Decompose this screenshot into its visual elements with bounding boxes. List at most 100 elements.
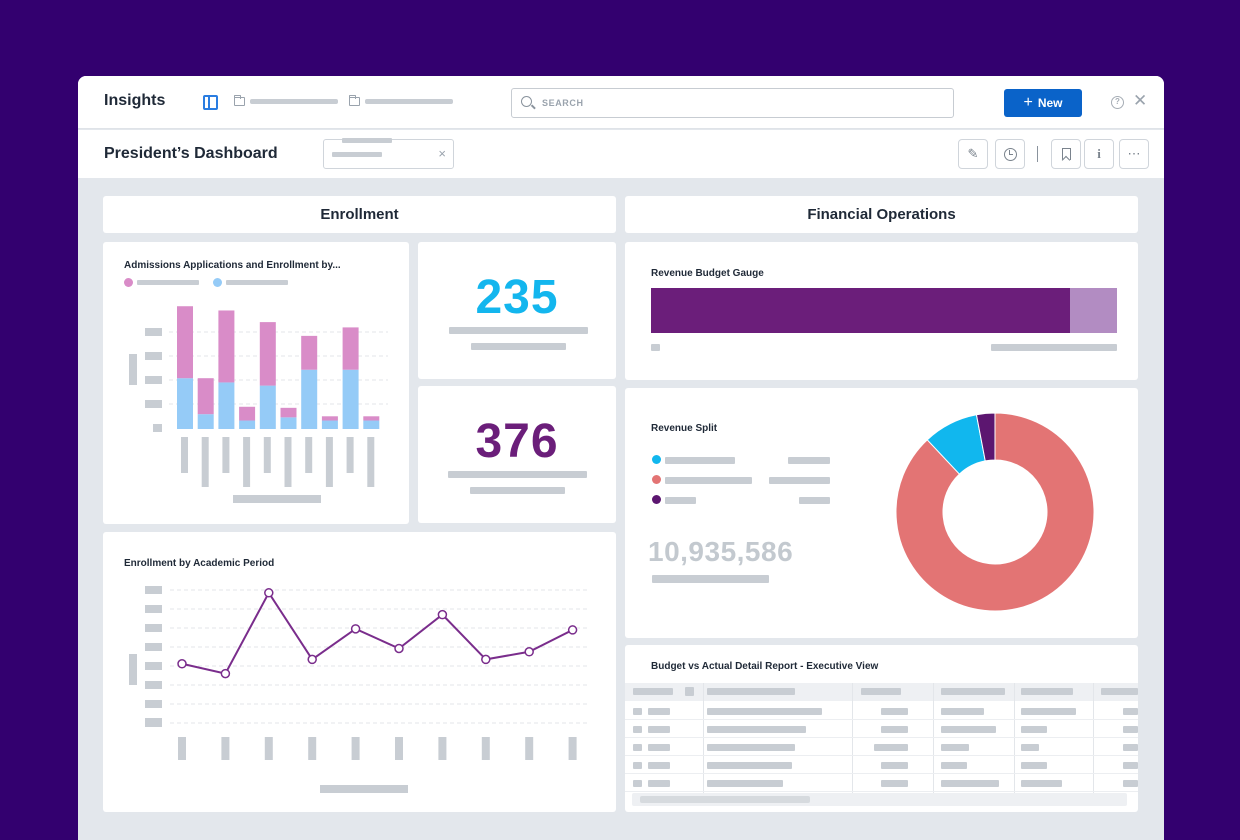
kpi-label-placeholder xyxy=(449,327,588,334)
financial-section-header: Financial Operations xyxy=(625,196,1138,233)
table-row[interactable] xyxy=(625,756,1138,774)
revenue-total-label-placeholder xyxy=(652,575,769,583)
column-header-placeholder[interactable] xyxy=(1101,688,1138,695)
bar-applications xyxy=(321,416,338,421)
info-button[interactable]: i xyxy=(1084,139,1114,169)
x-tick-placeholder xyxy=(367,437,375,487)
data-point xyxy=(394,643,404,654)
academic-period-card: Enrollment by Academic Period xyxy=(103,532,616,812)
bar-applications xyxy=(301,335,318,370)
dashboard-header: President’s Dashboard × ✎ i ⋯ xyxy=(78,130,1164,178)
x-axis-title-placeholder xyxy=(233,495,321,503)
bar-applications xyxy=(177,306,193,379)
bar-applications xyxy=(239,406,256,421)
admissions-chart-card: Admissions Applications and Enrollment b… xyxy=(103,242,409,524)
x-tick-placeholder xyxy=(221,737,230,760)
bar-enrolled xyxy=(197,414,214,429)
cell-placeholder xyxy=(633,708,642,715)
revenue-total: 10,935,586 xyxy=(648,536,794,567)
kpi-sublabel-placeholder xyxy=(471,343,566,350)
x-tick-placeholder xyxy=(325,437,333,487)
slice-salmon xyxy=(895,412,1095,612)
y-tick-placeholder xyxy=(145,643,162,651)
slice-purple xyxy=(975,412,996,462)
legend-dot-salmon xyxy=(652,475,661,484)
horizontal-scrollbar[interactable] xyxy=(632,793,1127,806)
y-tick-placeholder xyxy=(145,400,162,408)
table-row[interactable] xyxy=(625,702,1138,720)
column-header-placeholder[interactable] xyxy=(633,688,673,695)
search-input[interactable] xyxy=(542,95,942,111)
x-tick-placeholder xyxy=(284,437,292,487)
cell-placeholder xyxy=(648,708,670,715)
new-button[interactable]: + New xyxy=(1004,89,1082,117)
column-header-placeholder[interactable] xyxy=(941,688,1005,695)
column-header-placeholder[interactable] xyxy=(1021,688,1073,695)
cell-placeholder xyxy=(1021,762,1047,769)
x-tick-placeholder xyxy=(178,737,186,760)
x-tick-placeholder xyxy=(263,437,271,473)
legend-dot-blue xyxy=(213,278,222,287)
column-header-placeholder[interactable] xyxy=(707,688,795,695)
kpi-value-2: 376 xyxy=(475,415,559,468)
scrollbar-thumb[interactable] xyxy=(640,796,810,803)
bookmark-icon xyxy=(1061,148,1071,160)
academic-period-line-chart xyxy=(129,586,588,793)
x-tick-placeholder xyxy=(351,737,360,760)
y-tick-placeholder xyxy=(153,424,162,432)
x-tick-placeholder xyxy=(181,437,188,473)
more-button[interactable]: ⋯ xyxy=(1119,139,1149,169)
y-axis-title-placeholder xyxy=(129,354,137,385)
gauge-track xyxy=(651,288,1117,333)
x-tick-placeholder xyxy=(222,437,230,473)
close-icon[interactable]: ✕ xyxy=(1133,91,1148,110)
search-box xyxy=(511,88,954,118)
data-point xyxy=(350,624,361,634)
x-tick-placeholder xyxy=(438,737,447,760)
page-title: President’s Dashboard xyxy=(104,145,278,162)
x-tick-placeholder xyxy=(481,737,490,760)
help-icon[interactable]: ? xyxy=(1111,96,1124,109)
breadcrumb-item-2[interactable] xyxy=(348,94,453,106)
legend-value-placeholder xyxy=(788,457,830,464)
cell-placeholder xyxy=(881,708,908,715)
toolbar-divider xyxy=(1037,146,1038,162)
search-icon xyxy=(521,96,532,107)
cell-placeholder xyxy=(648,762,670,769)
revenue-split-title: Revenue Split xyxy=(651,423,718,434)
table-row[interactable] xyxy=(625,720,1138,738)
sort-icon[interactable] xyxy=(685,687,694,696)
bookmark-button[interactable] xyxy=(1051,139,1081,169)
detail-report-title: Budget vs Actual Detail Report - Executi… xyxy=(651,661,879,672)
x-tick-placeholder xyxy=(308,737,317,760)
x-tick-placeholder xyxy=(568,737,577,760)
x-tick-placeholder xyxy=(305,437,313,473)
bar-enrolled xyxy=(342,369,359,429)
data-point xyxy=(177,659,187,669)
cell-placeholder xyxy=(1123,780,1138,787)
filter-clear-icon[interactable]: × xyxy=(438,146,446,161)
x-tick-placeholder xyxy=(395,737,403,760)
y-tick-placeholder xyxy=(145,352,162,360)
revenue-gauge-card: Revenue Budget Gauge xyxy=(625,242,1138,380)
y-tick-placeholder xyxy=(145,662,162,670)
history-button[interactable] xyxy=(995,139,1025,169)
detail-report-table[interactable] xyxy=(625,683,1138,793)
bar-enrolled xyxy=(259,385,276,429)
bar-enrolled xyxy=(321,420,338,429)
cell-placeholder xyxy=(633,780,642,787)
table-row[interactable] xyxy=(625,738,1138,756)
table-row[interactable] xyxy=(625,774,1138,792)
panel-toggle-icon[interactable] xyxy=(203,95,218,110)
breadcrumb-item-1[interactable] xyxy=(233,94,338,106)
y-axis-title-placeholder xyxy=(129,654,137,685)
data-point xyxy=(437,609,448,620)
bar-applications xyxy=(363,416,380,421)
column-header-placeholder[interactable] xyxy=(861,688,901,695)
data-point xyxy=(220,668,231,679)
bar-applications xyxy=(218,310,235,383)
top-bar: Insights + New ? ✕ xyxy=(78,76,1164,129)
series-line xyxy=(181,590,574,675)
edit-button[interactable]: ✎ xyxy=(958,139,988,169)
filter-chip[interactable]: × xyxy=(323,138,454,169)
